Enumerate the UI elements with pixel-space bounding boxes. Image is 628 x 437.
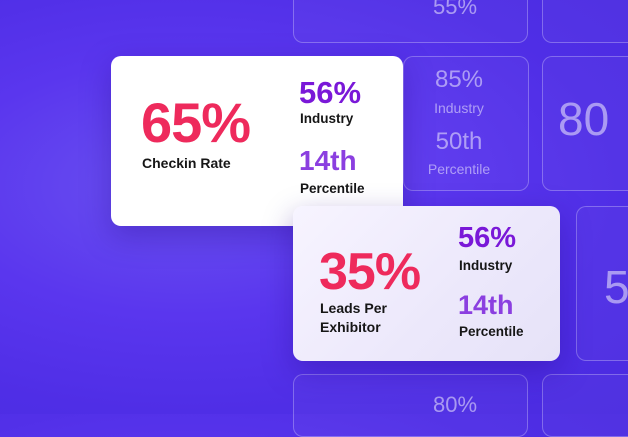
bg-top-value: 55% — [432, 0, 478, 19]
checkin-rate-card: 65% Checkin Rate 56% Industry 14th Perce… — [111, 56, 403, 226]
leads-percentile-value: 14th — [458, 290, 514, 320]
bg-bottom-value: 80% — [432, 392, 478, 417]
leads-label-line2: Exhibitor — [320, 319, 381, 335]
leads-industry-value: 56% — [458, 222, 517, 254]
checkin-percentile-label: Percentile — [300, 181, 365, 196]
bg-tile-top-center — [293, 0, 528, 43]
checkin-industry-label: Industry — [300, 111, 354, 126]
checkin-rate-value: 65% — [141, 91, 251, 154]
leads-per-exhibitor-card: 35% Leads Per Exhibitor 56% Industry 14t… — [293, 206, 560, 361]
bg-tile-mid — [403, 56, 529, 191]
leads-label-line1: Leads Per — [320, 300, 387, 316]
bg-mid-value: 85% — [434, 66, 484, 93]
bg-far-right-value: 5 — [604, 261, 628, 313]
bg-mid-label: Industry — [434, 100, 484, 116]
checkin-rate-label: Checkin Rate — [142, 155, 231, 171]
bg-tile-bottom-right — [542, 374, 628, 437]
bg-tile-right — [542, 56, 628, 191]
checkin-percentile-value: 14th — [299, 145, 357, 176]
bg-mid-percentile-label: Percentile — [427, 161, 491, 177]
checkin-industry-value: 56% — [299, 75, 362, 110]
bg-right-value: 80 — [558, 93, 610, 145]
leads-value: 35% — [319, 243, 421, 301]
bg-mid-percentile: 50th — [435, 128, 483, 155]
leads-percentile-label: Percentile — [459, 324, 524, 339]
leads-industry-label: Industry — [459, 258, 513, 273]
bg-tile-top-right — [542, 0, 628, 43]
bg-tile-far-right — [576, 206, 628, 361]
